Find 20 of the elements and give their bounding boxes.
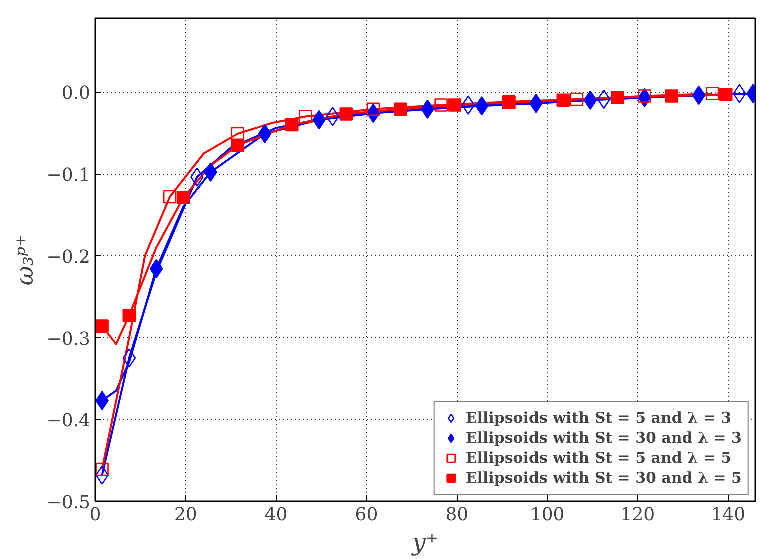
x-tick-label: 120: [620, 504, 656, 526]
y-tick-label: −0.3: [46, 328, 91, 350]
y-tick-label: −0.1: [46, 165, 91, 186]
y-tick-label: −0.2: [46, 246, 91, 268]
y-axis-title: ω₃ᵖ⁺: [10, 234, 39, 286]
legend-label: Ellipsoids with St = 5 and λ = 3: [466, 409, 732, 427]
x-tick-label: 100: [530, 504, 565, 526]
x-axis-title: y⁺: [411, 528, 439, 556]
legend-label: Ellipsoids with St = 30 and λ = 5: [466, 469, 742, 487]
y-tick-label: −0.5: [46, 492, 91, 514]
y-tick-label: 0.0: [62, 83, 91, 104]
x-tick-label: 80: [446, 504, 469, 526]
x-tick-label: 0: [90, 504, 102, 526]
x-tick-label: 60: [355, 504, 378, 526]
legend-label: Ellipsoids with St = 30 and λ = 3: [466, 429, 742, 447]
x-tick-label: 20: [174, 504, 198, 526]
x-tick-label: 140: [711, 504, 746, 526]
x-tick-label: 40: [264, 504, 288, 526]
y-tick-label: −0.4: [46, 410, 91, 432]
legend-label: Ellipsoids with St = 5 and λ = 5: [466, 449, 732, 467]
